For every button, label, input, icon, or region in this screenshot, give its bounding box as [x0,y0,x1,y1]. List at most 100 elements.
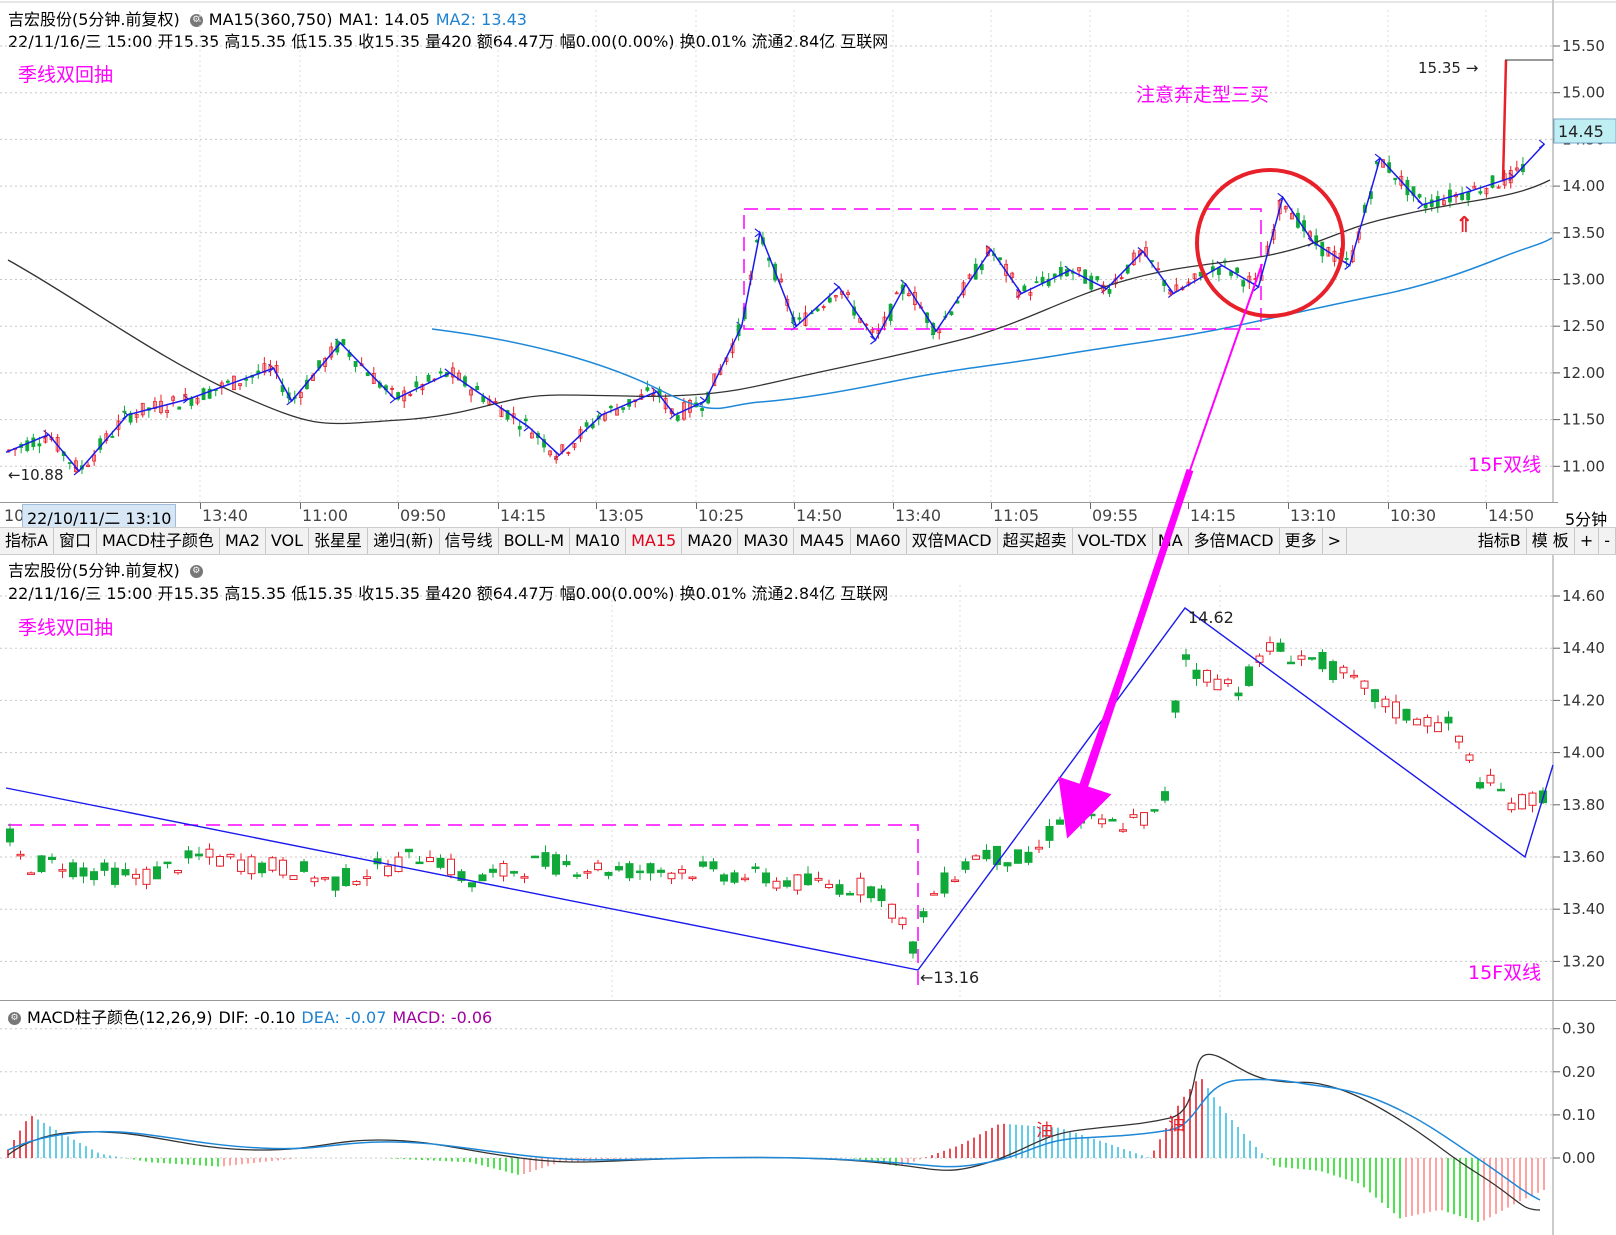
top-candle [529,432,534,439]
mid-candle [1518,794,1526,810]
tab-4[interactable]: VOL [266,528,310,554]
top-candle [815,308,820,312]
top-candle [1277,200,1282,215]
top-candle [140,402,145,416]
tab-24[interactable]: + [1575,528,1600,554]
mid-candle [1308,657,1316,660]
mid-candle [1287,661,1295,665]
tab-23[interactable]: 模 板 [1527,528,1575,554]
mid-candle [69,862,77,878]
top-candle [450,367,455,378]
tab-21[interactable]: > [1323,528,1348,554]
period-label[interactable]: 5分钟 [1565,510,1608,529]
top-candle [1429,199,1434,207]
mid-candle [37,855,46,873]
tab-6[interactable]: 递归(新) [368,528,440,554]
top-candle [1441,200,1446,206]
tab-0[interactable]: 指标A [0,528,54,554]
top-candle [298,391,303,398]
mid-ytick-0: 14.60 [1562,587,1605,605]
time-axis-stub: 10 [4,506,25,525]
top-ytick-8: 11.50 [1562,411,1605,429]
mid-candle [1129,814,1138,818]
mid-ytick-5: 13.60 [1562,848,1605,866]
mid-candle [1423,716,1432,727]
time-label-3: 14:15 [500,506,547,525]
top-candle [475,385,480,391]
tab-13[interactable]: MA45 [794,528,851,554]
mid-candle [1087,813,1096,817]
top-candle [913,291,917,305]
top-note-top: 注意奔走型三买 [1136,84,1270,106]
mid-candle [961,861,970,870]
top-candle [1289,213,1294,220]
mid-candle [1045,825,1054,841]
mid-settings-dot-icon[interactable]: ⚙ [189,565,203,578]
time-label-1: 11:00 [302,506,349,525]
time-axis[interactable]: 10 22/10/11/二 13:10 13:40 11:00 09:50 14:15… [0,502,1607,530]
mid-candle [1161,791,1169,801]
tab-11[interactable]: MA20 [682,528,739,554]
mid-candle [268,857,277,871]
mid-candle [1360,680,1369,689]
mid-candle [552,854,560,875]
tab-9[interactable]: MA10 [570,528,627,554]
mid-candle [457,871,466,881]
mid-candle [835,884,844,895]
tab-2[interactable]: MACD柱子颜色 [97,528,220,554]
tab-19[interactable]: 多倍MACD [1189,528,1280,554]
top-candle [1235,267,1240,274]
mid-candle [121,869,130,876]
tab-22[interactable]: 指标B [1473,528,1527,554]
top-candle [426,374,431,382]
macd-bars [7,1079,1545,1223]
tab-8[interactable]: BOLL-M [499,528,570,554]
mid-candle [1507,802,1516,811]
mid-candle [888,903,896,919]
top-candle [1484,188,1489,195]
top-header-line2: 22/11/16/三 15:00 开15.35 高15.35 低15.35 收1… [8,32,889,51]
tab-17[interactable]: VOL-TDX [1073,528,1153,554]
mid-candle [394,856,403,873]
tab-15[interactable]: 双倍MACD [907,528,998,554]
mid-candle [352,880,361,885]
tab-25[interactable]: - [1599,528,1616,554]
macd-settings-dot-icon[interactable]: ⚙ [8,1012,21,1025]
tab-1[interactable]: 窗口 [54,528,97,554]
mid-candle [646,863,655,874]
macd-mark-2: 油 [1168,1115,1185,1135]
mid-candle [478,874,487,882]
mid-candle [793,874,802,891]
tab-18[interactable]: MA [1153,528,1189,554]
mid-candle [205,848,214,858]
top-candle [1089,275,1094,290]
top-high-label: 15.35 → [1418,59,1478,77]
top-grid [0,10,1553,502]
mid-candle [163,861,172,865]
settings-dot-icon[interactable]: ⚙ [189,14,203,27]
mid-candle [1528,792,1537,806]
dif-line [7,1053,1541,1211]
tab-5[interactable]: 张星星 [309,528,369,554]
mid-candle [279,859,287,876]
tab-16[interactable]: 超买超卖 [998,528,1073,554]
top-candle [43,436,48,443]
tab-12[interactable]: MA30 [738,528,795,554]
top-candle [122,410,127,413]
top-candle [1016,291,1021,298]
top-candle [438,371,443,374]
top-candle [171,396,176,401]
mid-candle [300,861,308,872]
macd-header: ⚙ MACD柱子颜色(12,26,9) DIF: -0.10 DEA: -0.07 MA… [8,1004,498,1028]
tab-20[interactable]: 更多 [1280,528,1323,554]
tab-14[interactable]: MA60 [851,528,907,554]
top-candle [1058,266,1063,277]
ma1-label: MA1: 14.05 [338,10,430,29]
macd-mark-1: 油 [1036,1121,1053,1141]
tab-7[interactable]: 信号线 [440,528,499,554]
top-candle [165,410,169,414]
mid-note-left: 季线双回抽 [18,617,114,639]
time-label-13: 14:50 [1488,506,1535,525]
tab-3[interactable]: MA2 [220,528,266,554]
tab-10[interactable]: MA15 [626,528,683,554]
